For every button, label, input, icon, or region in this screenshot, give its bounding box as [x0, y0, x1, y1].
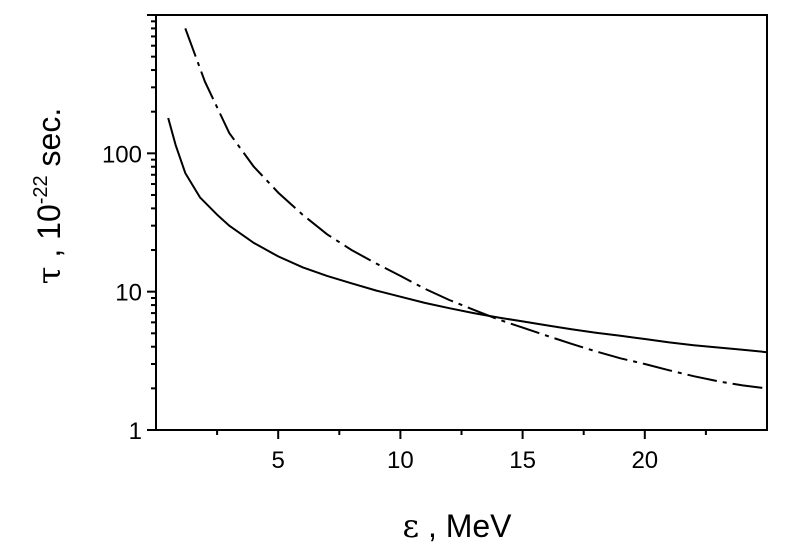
y-axis-base: 10 — [31, 204, 67, 240]
y-tick-label: 100 — [102, 141, 142, 168]
y-axis-symbol: τ — [30, 267, 68, 285]
ticks — [147, 14, 707, 439]
y-tick-label: 1 — [129, 418, 142, 445]
y-axis-sep: , — [31, 240, 67, 267]
x-axis-title: ε , MeV — [402, 507, 512, 545]
y-axis-title: τ , 10-22 sec. — [30, 108, 68, 284]
x-axis-symbol: ε — [402, 507, 419, 545]
plot-frame — [155, 14, 768, 431]
x-tick-label: 10 — [387, 447, 414, 474]
x-tick-label: 20 — [631, 447, 658, 474]
x-tick-label: 5 — [272, 447, 285, 474]
tick-labels: 5 10 15 20 1 10 100 — [102, 141, 658, 474]
x-tick-label: 15 — [509, 447, 536, 474]
series-dash-dot-line — [184, 28, 768, 390]
y-axis-unit: sec. — [31, 108, 67, 176]
axes — [155, 14, 768, 431]
x-axis-unit: , MeV — [419, 508, 512, 544]
series-layer — [167, 28, 768, 390]
y-axis-exponent: -22 — [30, 175, 52, 204]
series-solid-line — [167, 117, 768, 354]
y-tick-label: 10 — [115, 280, 142, 307]
